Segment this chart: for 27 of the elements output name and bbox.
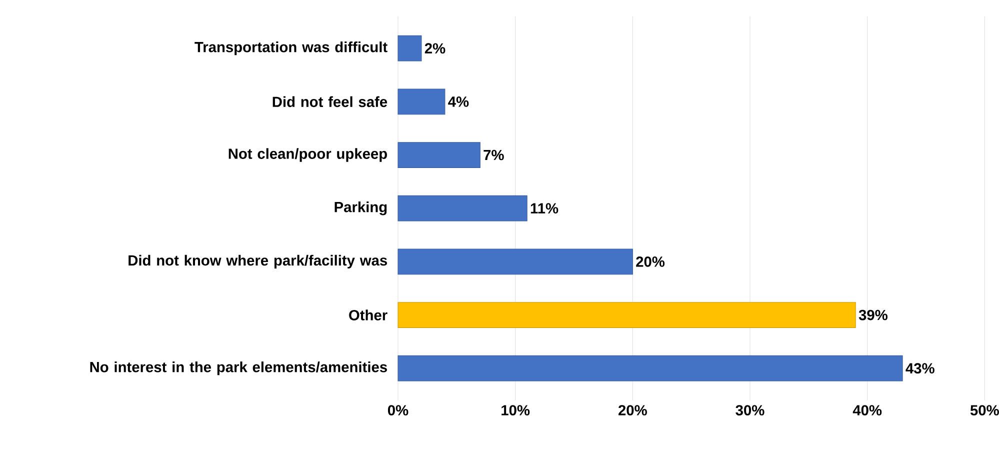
- x-tick-label: 40%: [852, 405, 882, 416]
- bar: [398, 302, 856, 328]
- x-tick-label: 0%: [388, 405, 408, 416]
- x-tick-label: 30%: [736, 405, 764, 416]
- bar: [398, 195, 528, 222]
- y-tick-label: No interest in the park elements/amenities: [90, 362, 387, 376]
- y-tick-label: Parking: [334, 201, 387, 216]
- y-tick-label: Transportation was difficult: [194, 42, 388, 56]
- bar: [398, 355, 903, 382]
- bar: [398, 142, 480, 168]
- data-label: 7%: [484, 150, 504, 160]
- bar: [398, 88, 446, 115]
- data-label: 39%: [858, 310, 888, 320]
- y-tick-label: Did not know where park/facility was: [128, 254, 387, 268]
- data-label: 11%: [530, 203, 558, 214]
- x-tick-label: 20%: [618, 405, 647, 416]
- data-label: 20%: [636, 256, 665, 267]
- data-label: 4%: [448, 96, 469, 107]
- x-tick-label: 10%: [502, 405, 530, 416]
- bar: [398, 35, 422, 62]
- data-label: 2%: [424, 43, 446, 54]
- x-tick-label: 50%: [970, 405, 999, 416]
- bar: [398, 248, 633, 275]
- y-tick-label: Did not feel safe: [272, 96, 388, 108]
- data-label: 43%: [906, 363, 934, 374]
- y-tick-label: Other: [349, 310, 388, 320]
- y-tick-label: Not clean/poor upkeep: [228, 148, 387, 162]
